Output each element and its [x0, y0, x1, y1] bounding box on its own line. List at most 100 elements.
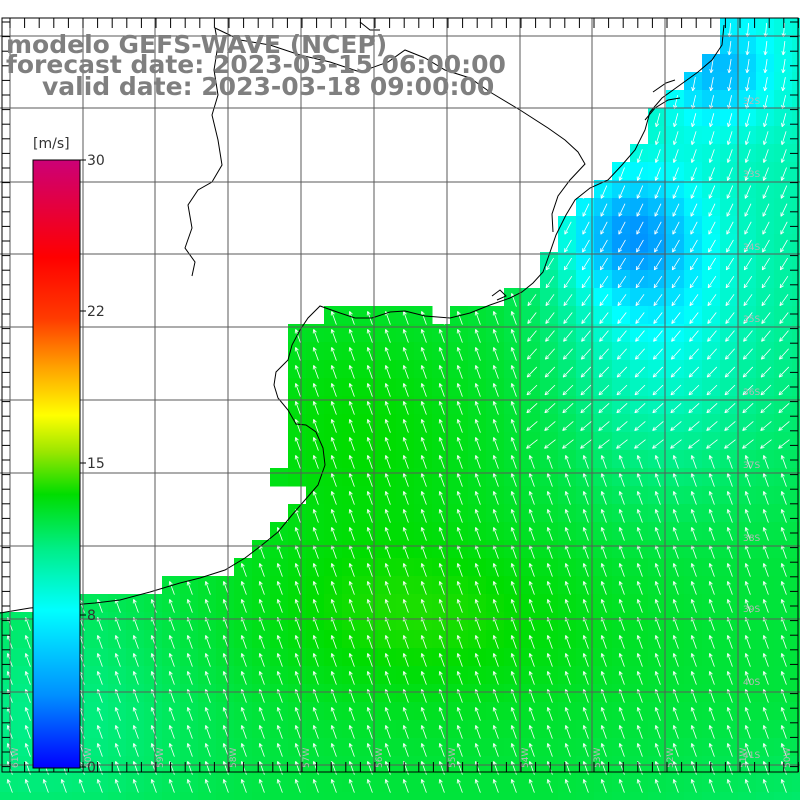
wind-arrow	[276, 599, 283, 613]
wind-arrow	[636, 203, 644, 217]
wind-arrow	[726, 221, 734, 235]
wind-cell	[270, 792, 289, 800]
wind-arrow	[763, 59, 768, 74]
wind-arrow	[582, 527, 589, 541]
wind-arrow	[546, 779, 553, 793]
wind-arrow	[727, 41, 732, 56]
wind-arrow	[384, 707, 391, 721]
wind-arrow	[456, 509, 463, 523]
wind-arrow	[618, 671, 625, 685]
lon-label: 59W	[156, 748, 166, 768]
wind-arrow	[546, 743, 553, 757]
wind-arrow	[744, 509, 751, 523]
wind-arrow	[492, 671, 499, 685]
wind-arrow	[690, 149, 697, 163]
wind-arrow	[330, 779, 337, 793]
wind-cell	[540, 414, 559, 433]
wind-cell	[756, 342, 775, 361]
wind-arrow	[294, 671, 301, 685]
wind-arrow	[781, 77, 786, 92]
wind-arrow	[330, 707, 337, 721]
wind-arrow	[24, 635, 31, 649]
wind-arrow	[617, 275, 627, 289]
wind-arrow	[582, 599, 589, 613]
wind-arrow	[330, 455, 337, 469]
wind-arrow	[708, 671, 715, 685]
wind-arrow	[348, 527, 355, 541]
wind-arrow	[544, 439, 556, 449]
wind-arrow	[670, 366, 682, 378]
wind-arrow	[114, 707, 121, 721]
wind-cell	[720, 162, 739, 181]
wind-cell	[702, 414, 721, 433]
wind-arrow	[456, 383, 463, 397]
wind-arrow	[636, 581, 643, 595]
wind-arrow	[652, 439, 664, 449]
wind-cell	[702, 792, 721, 800]
wind-arrow	[744, 221, 752, 235]
wind-arrow	[690, 491, 697, 505]
wind-arrow	[526, 384, 538, 396]
wind-arrow	[744, 671, 751, 685]
wind-arrow	[294, 599, 301, 613]
wind-arrow	[330, 437, 337, 451]
wind-arrow	[780, 455, 787, 469]
wind-arrow	[744, 149, 751, 163]
wind-arrow	[636, 725, 643, 739]
wind-cell	[540, 396, 559, 415]
wind-arrow	[600, 671, 607, 685]
wind-cell	[666, 378, 685, 397]
wind-arrow	[689, 275, 699, 289]
wind-arrow	[744, 725, 751, 739]
wind-arrow	[60, 779, 67, 793]
wind-arrow	[672, 131, 679, 145]
wind-arrow	[779, 275, 789, 289]
wind-arrow	[312, 527, 319, 541]
wind-cell	[720, 792, 739, 800]
wind-cell	[702, 306, 721, 325]
wind-cell	[648, 342, 667, 361]
wind-arrow	[688, 439, 700, 449]
wind-arrow	[672, 167, 679, 181]
wind-cell	[738, 432, 757, 451]
wind-cell	[324, 792, 343, 800]
wind-arrow	[582, 221, 590, 235]
wind-cell	[792, 108, 800, 127]
wind-arrow	[598, 348, 609, 360]
wind-arrow	[366, 653, 373, 667]
wind-cell	[792, 774, 800, 793]
wind-cell	[594, 792, 613, 800]
wind-cell	[612, 432, 631, 451]
wind-arrow	[706, 402, 718, 414]
wind-cell	[792, 666, 800, 685]
map-title: modelo GEFS-WAVE (NCEP)	[6, 30, 388, 59]
wind-arrow	[312, 383, 319, 397]
lon-label: 61W	[11, 748, 21, 768]
wind-cell	[522, 324, 541, 343]
wind-arrow	[544, 421, 556, 431]
wind-cell	[792, 630, 800, 649]
wind-arrow	[691, 113, 697, 128]
wind-cell	[738, 126, 757, 145]
wind-arrow	[636, 527, 643, 541]
wind-cell	[774, 198, 793, 217]
wind-arrow	[294, 383, 301, 397]
wind-cell	[702, 234, 721, 253]
wind-arrow	[618, 509, 625, 523]
wind-arrow	[563, 294, 573, 307]
wind-cell	[756, 792, 775, 800]
wind-cell	[738, 342, 757, 361]
wind-cell	[792, 432, 800, 451]
wind-arrow	[312, 581, 319, 595]
wind-arrow	[456, 653, 463, 667]
wind-cell	[666, 126, 685, 145]
wind-arrow	[762, 185, 770, 199]
wind-cell	[684, 432, 703, 451]
wind-cell	[756, 90, 775, 109]
wind-arrow	[780, 581, 787, 595]
wind-cell	[684, 288, 703, 307]
wind-cell	[702, 126, 721, 145]
wind-arrow	[745, 77, 750, 92]
wind-cell	[648, 216, 667, 235]
wind-cell	[630, 144, 649, 163]
